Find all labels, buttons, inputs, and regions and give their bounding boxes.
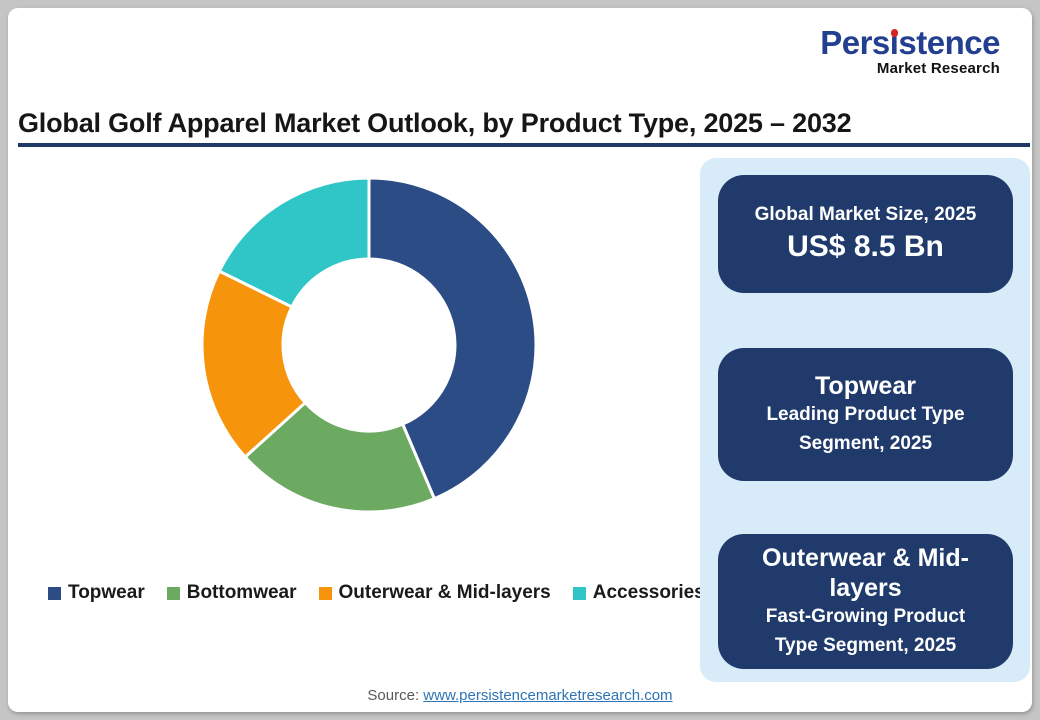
source-label: Source: [367, 687, 420, 704]
legend-swatch-bottomwear [166, 586, 180, 600]
legend-label: Topwear [68, 582, 145, 603]
legend-label: Accessories [592, 582, 705, 603]
donut-slice-bottomwear [243, 401, 436, 514]
donut-chart [200, 176, 538, 514]
legend-swatch-accessories [572, 586, 586, 600]
legend-swatch-topwear [48, 586, 61, 600]
fast-growing-segment-caption: Fast-Growing Product Type Segment, 2025 [765, 606, 966, 656]
legend-item-outerwear-mid-layers: Outerwear & Mid-layers [318, 582, 551, 604]
legend-item-bottomwear: Bottomwear [166, 582, 297, 604]
legend-swatch-outerwear-mid-layers [318, 586, 332, 600]
donut-slice-topwear [367, 176, 538, 501]
fast-growing-segment-box: Outerwear & Mid-layers Fast-Growing Prod… [718, 534, 1013, 669]
legend-item-accessories: Accessories [572, 582, 705, 604]
market-size-title: Global Market Size, 2025 [754, 204, 977, 226]
fast-growing-segment-name: Outerwear & Mid-layers [762, 544, 969, 602]
donut-slice-accessories [217, 176, 371, 309]
logo-wordmark: Persistence [820, 24, 1000, 61]
logo-tagline: Market Research [876, 59, 1000, 77]
highlights-panel: Global Market Size, 2025 US$ 8.5 Bn Topw… [700, 158, 1030, 682]
infographic-page: Persistence Market Research Global Golf … [8, 8, 1032, 712]
chart-title: Global Golf Apparel Market Outlook, by P… [18, 108, 852, 138]
logo-text: Persistence [820, 24, 1000, 61]
legend-label: Outerwear & Mid-layers [338, 582, 551, 603]
market-size-value: US$ 8.5 Bn [787, 230, 944, 264]
source-link[interactable]: www.persistencemarketresearch.com [423, 687, 673, 704]
donut-slice-outerwear-mid-layers [200, 269, 307, 459]
legend-item-topwear: Topwear [48, 582, 145, 604]
market-size-box: Global Market Size, 2025 US$ 8.5 Bn [718, 175, 1013, 293]
leading-segment-name: Topwear [815, 372, 916, 400]
leading-segment-box: Topwear Leading Product Type Segment, 20… [718, 348, 1013, 481]
legend-label: Bottomwear [186, 582, 297, 603]
persistence-market-research-logo: Persistence Market Research [820, 24, 1000, 77]
logo-red-dot-icon [890, 29, 899, 37]
source-line: Source: www.persistencemarketresearch.co… [8, 687, 1032, 704]
leading-segment-caption: Leading Product Type Segment, 2025 [766, 404, 965, 454]
chart-legend: Topwear Bottomwear Outerwear & Mid-layer… [48, 582, 708, 604]
title-underline [18, 143, 1030, 147]
